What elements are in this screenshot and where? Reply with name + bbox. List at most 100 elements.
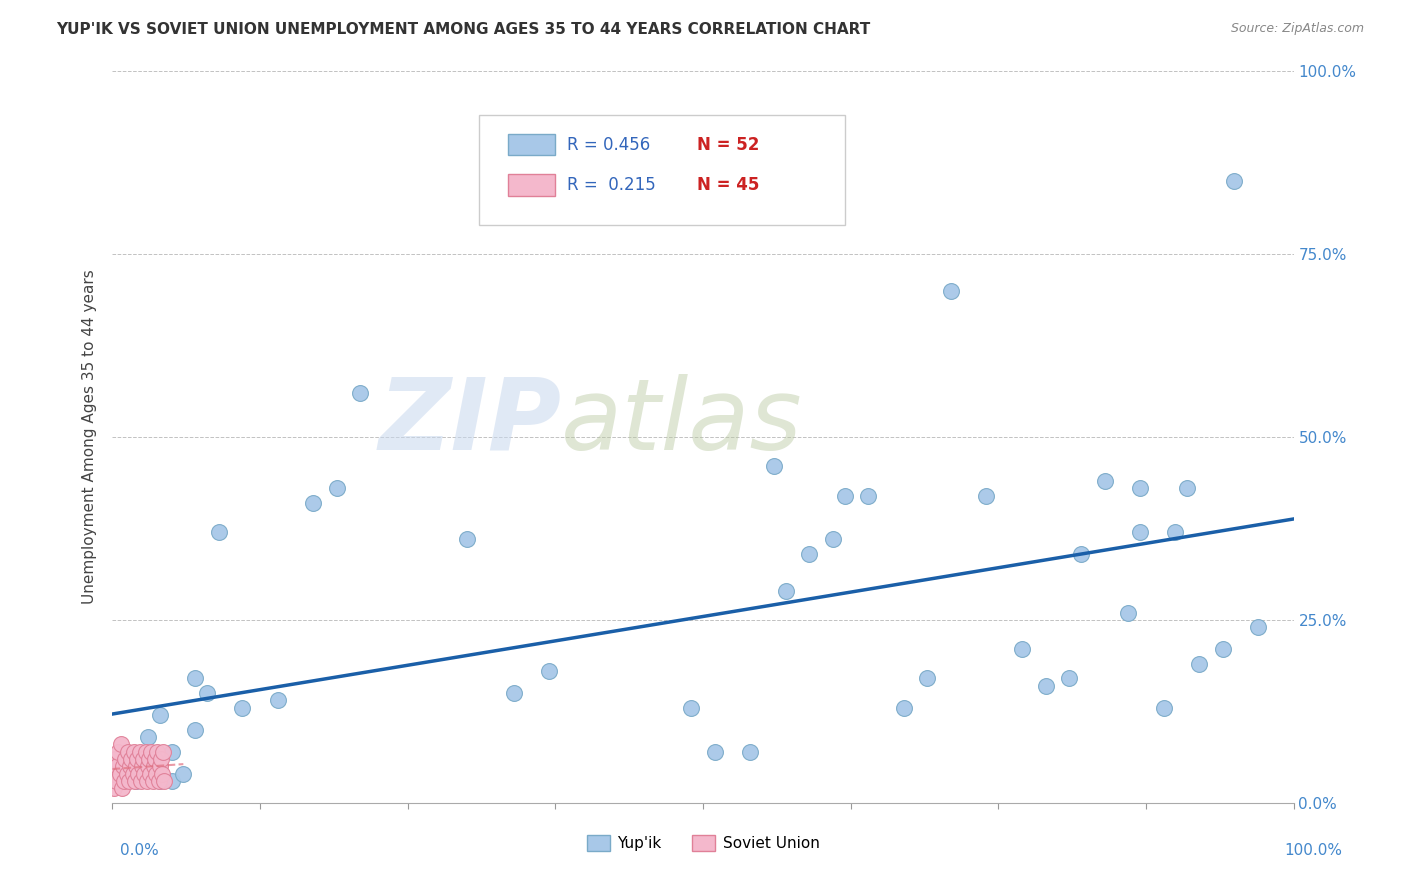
Point [122, 745, 145, 759]
Point [136, 745, 159, 759]
Point [195, 686, 218, 700]
Point [503, 686, 526, 700]
Point [132, 752, 155, 766]
Point [1188, 657, 1211, 671]
Point [1057, 672, 1080, 686]
Point [125, 759, 148, 773]
Point [302, 496, 325, 510]
Point [143, 752, 166, 766]
Point [139, 766, 162, 780]
Point [115, 766, 138, 780]
Point [1094, 474, 1116, 488]
Text: R = 0.456: R = 0.456 [567, 136, 651, 153]
Point [821, 533, 844, 547]
Point [112, 759, 135, 773]
Point [1175, 481, 1198, 495]
Point [1247, 620, 1270, 634]
Point [172, 766, 194, 780]
Point [1129, 481, 1152, 495]
FancyBboxPatch shape [478, 115, 845, 225]
Point [149, 773, 172, 788]
Point [103, 766, 125, 780]
Point [150, 766, 173, 780]
Point [107, 745, 129, 759]
Point [128, 745, 150, 759]
Point [893, 700, 915, 714]
Point [834, 489, 856, 503]
Point [141, 745, 163, 759]
Legend: Yup'ik, Soviet Union: Yup'ik, Soviet Union [581, 830, 825, 857]
Point [108, 766, 131, 780]
Point [231, 700, 253, 714]
Point [1035, 679, 1057, 693]
Text: Source: ZipAtlas.com: Source: ZipAtlas.com [1230, 22, 1364, 36]
Point [1164, 525, 1187, 540]
Point [145, 766, 167, 780]
Point [131, 759, 153, 773]
FancyBboxPatch shape [508, 174, 555, 195]
Point [799, 547, 821, 561]
Point [762, 459, 785, 474]
Point [146, 745, 169, 759]
Text: atlas: atlas [561, 374, 803, 471]
Y-axis label: Unemployment Among Ages 35 to 44 years: Unemployment Among Ages 35 to 44 years [82, 269, 97, 605]
Point [142, 759, 165, 773]
Point [104, 752, 127, 766]
Point [149, 759, 172, 773]
Point [538, 664, 561, 678]
Point [134, 766, 156, 780]
Point [121, 766, 143, 780]
Point [105, 759, 128, 773]
Text: N = 52: N = 52 [697, 136, 759, 153]
Text: 0.0%: 0.0% [120, 843, 159, 858]
Point [142, 773, 165, 788]
Point [111, 781, 134, 796]
Point [136, 759, 159, 773]
Point [740, 745, 762, 759]
Point [152, 745, 174, 759]
Point [149, 752, 172, 766]
Point [112, 752, 135, 766]
Text: R =  0.215: R = 0.215 [567, 176, 657, 194]
Point [775, 583, 797, 598]
Point [1070, 547, 1092, 561]
Point [184, 723, 207, 737]
Point [129, 773, 152, 788]
Point [127, 766, 149, 780]
Text: N = 45: N = 45 [697, 176, 759, 194]
Point [120, 752, 142, 766]
Text: ZIP: ZIP [378, 374, 561, 471]
Point [1011, 642, 1033, 657]
FancyBboxPatch shape [508, 134, 555, 155]
Point [917, 672, 939, 686]
Point [160, 745, 183, 759]
Point [1129, 525, 1152, 540]
Point [976, 489, 998, 503]
Point [208, 525, 231, 540]
Point [138, 752, 160, 766]
Point [184, 672, 207, 686]
Point [1212, 642, 1234, 657]
Point [120, 759, 142, 773]
Point [124, 773, 146, 788]
Text: 100.0%: 100.0% [1285, 843, 1343, 858]
Point [110, 737, 132, 751]
Point [114, 752, 136, 766]
Point [148, 773, 170, 788]
Point [105, 773, 128, 788]
Point [858, 489, 880, 503]
Point [1223, 174, 1246, 188]
Text: YUP'IK VS SOVIET UNION UNEMPLOYMENT AMONG AGES 35 TO 44 YEARS CORRELATION CHART: YUP'IK VS SOVIET UNION UNEMPLOYMENT AMON… [56, 22, 870, 37]
Point [1153, 700, 1175, 714]
Point [160, 773, 183, 788]
Point [118, 773, 141, 788]
Point [117, 745, 139, 759]
Point [703, 745, 725, 759]
Point [112, 773, 135, 788]
Point [135, 773, 157, 788]
Point [135, 745, 157, 759]
Point [939, 284, 962, 298]
Point [326, 481, 349, 495]
Point [103, 781, 125, 796]
Point [127, 752, 149, 766]
